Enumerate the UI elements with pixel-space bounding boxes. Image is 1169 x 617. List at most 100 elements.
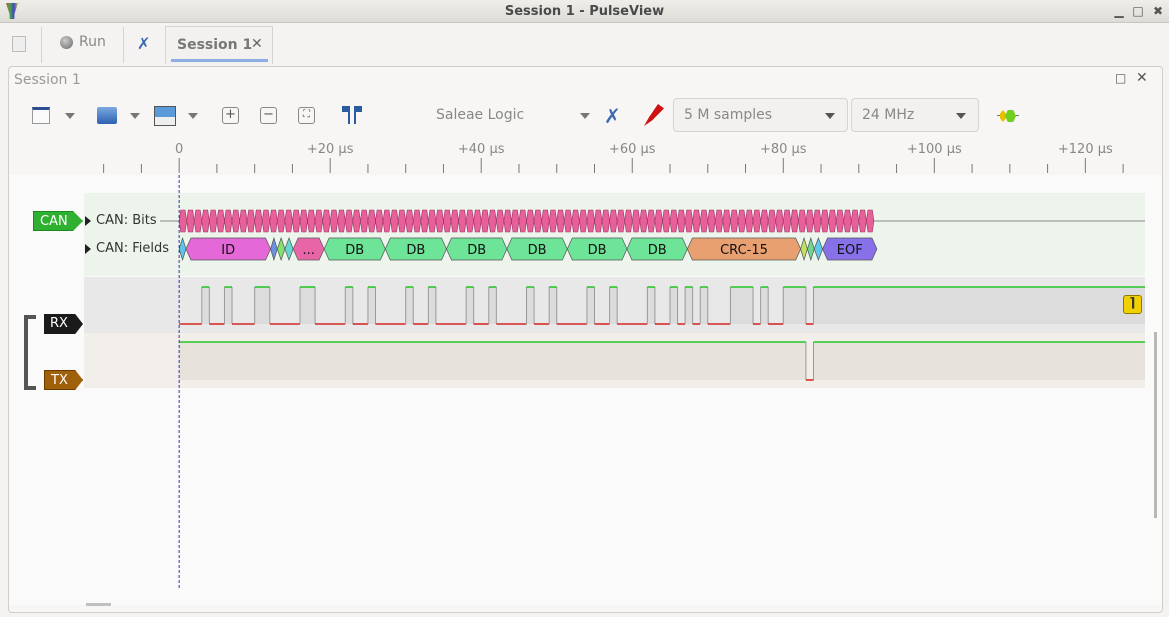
can-bit [299,209,308,233]
horizontal-scrollbar[interactable] [86,603,111,606]
rx-high-fill [609,287,618,324]
rx-high-fill [647,287,655,324]
can-bit [360,209,369,233]
rx-high-fill [345,287,353,324]
rx-high-fill [586,287,595,324]
rx-high-fill [428,287,436,324]
can-bit [798,209,807,233]
can-field-label: DB [467,243,486,258]
can-bit [480,209,490,233]
can-bit [284,209,293,233]
can-decoder-tag[interactable]: CAN [33,211,83,231]
tx-tag-label: TX [51,373,68,388]
can-bit [405,209,414,233]
can-bit [435,209,444,233]
new-view-dropdown-icon[interactable] [65,113,75,119]
device-config-icon[interactable]: ✗ [604,104,621,128]
zoom-in-icon[interactable]: + [222,107,239,124]
can-bit [503,209,512,233]
decoder-icon[interactable] [997,110,1019,122]
device-dropdown-icon[interactable] [580,113,590,119]
tab-label: Session 1 [177,37,253,53]
zoom-fit-icon[interactable]: ⛶ [298,107,315,124]
tab-bar: Run ✗ Session 1 ✕ [0,23,1169,65]
can-bit [390,209,399,233]
can-bit [193,209,203,233]
can-bit [850,209,860,233]
tx-channel-tag[interactable]: TX [44,370,83,390]
expand-bits-icon[interactable] [85,216,91,226]
can-bit [654,209,663,233]
device-selector[interactable]: Saleae Logic [436,107,525,123]
can-bit [412,209,422,233]
rx-high-fill [730,287,754,324]
minimize-button[interactable]: ▁ [1114,4,1124,18]
can-bit [541,209,550,233]
expand-fields-icon[interactable] [85,244,91,254]
can-bit [231,209,240,233]
rx-high-fill [254,287,270,324]
can-bit [699,209,709,233]
can-bit [684,209,693,233]
open-icon[interactable] [97,107,117,124]
new-session-button[interactable] [12,36,26,52]
open-dropdown-icon[interactable] [130,113,140,119]
can-bit [307,209,316,233]
tx-low-gap [805,342,814,380]
samplerate-value: 24 MHz [862,107,915,123]
can-field-label: CRC-15 [720,243,768,258]
can-field-label: DB [528,243,547,258]
run-dot-icon [60,35,73,49]
run-button[interactable]: Run [60,34,106,50]
can-bit [767,209,777,233]
can-bit [843,209,852,233]
can-bit [224,209,233,233]
ruler-label: +20 µs [307,142,354,157]
can-bit [450,209,459,233]
rx-high-fill [526,287,535,324]
can-field-label: DB [406,243,425,258]
rx-channel-tag[interactable]: RX [44,314,83,334]
samplerate-select[interactable]: 24 MHz [851,98,979,132]
can-bit [571,209,580,233]
zoom-out-icon[interactable]: − [260,107,277,124]
can-bit [186,209,195,233]
can-bit [428,209,437,233]
can-bit [548,209,558,233]
can-bit [496,209,505,233]
can-field [822,237,878,261]
save-dropdown-icon[interactable] [188,113,198,119]
can-bit [669,209,678,233]
can-bit [790,209,799,233]
samples-select[interactable]: 5 M samples [673,98,848,132]
close-window-button[interactable]: ✖ [1152,4,1164,18]
can-bit [563,209,573,233]
can-bit [314,209,323,233]
trigger-falling-edge-icon[interactable]: ⌉ [1123,295,1142,314]
can-bit [261,209,271,233]
save-icon[interactable] [154,106,176,126]
vertical-scrollbar[interactable] [1154,332,1157,518]
can-bit [639,209,648,233]
tab-session-1[interactable]: Session 1 ✕ [165,26,273,64]
samples-value: 5 M samples [684,107,773,123]
ruler-label: +40 µs [458,142,505,157]
close-tab-icon[interactable]: ✕ [251,36,263,52]
can-bit [337,209,346,233]
settings-tools-icon[interactable]: ✗ [137,34,151,53]
divider [123,27,124,63]
can-bit [488,209,497,233]
can-bit [209,209,218,233]
can-bits-label: CAN: Bits [96,213,157,228]
close-panel-icon[interactable]: ✕ [1136,70,1148,86]
can-bit [526,209,535,233]
maximize-button[interactable]: □ [1132,4,1144,18]
new-view-icon[interactable] [32,107,50,124]
ruler-label: +60 µs [609,142,656,157]
can-bit [178,209,188,233]
run-label: Run [79,34,106,50]
float-panel-icon[interactable]: □ [1115,71,1127,85]
cursors-icon[interactable] [341,106,363,126]
can-bit [511,209,520,233]
